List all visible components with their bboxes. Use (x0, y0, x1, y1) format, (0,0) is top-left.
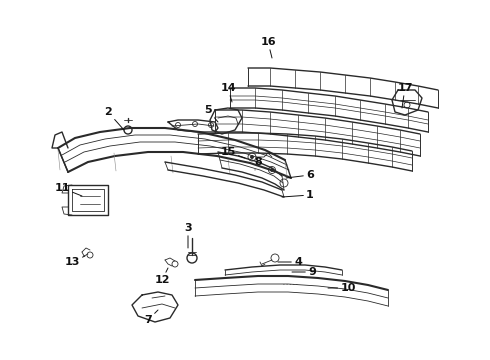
Circle shape (250, 156, 253, 158)
Text: 2: 2 (104, 107, 124, 130)
Text: 9: 9 (292, 267, 316, 277)
Text: 15: 15 (220, 147, 245, 158)
Text: 4: 4 (278, 257, 302, 267)
Text: - - - - -: - - - - - (283, 282, 297, 287)
Text: 16: 16 (260, 37, 276, 58)
Circle shape (270, 168, 273, 171)
Text: 14: 14 (220, 83, 236, 102)
Text: 3: 3 (184, 223, 192, 248)
Text: 1: 1 (282, 190, 314, 200)
Text: 12: 12 (154, 268, 170, 285)
Text: 7: 7 (144, 310, 158, 325)
Text: 8: 8 (254, 157, 262, 170)
Text: 13: 13 (64, 256, 85, 267)
Text: 17: 17 (397, 83, 413, 108)
Text: 5: 5 (204, 105, 218, 122)
Text: 10: 10 (328, 283, 356, 293)
Text: 6: 6 (286, 170, 314, 180)
Text: 11: 11 (54, 183, 82, 196)
